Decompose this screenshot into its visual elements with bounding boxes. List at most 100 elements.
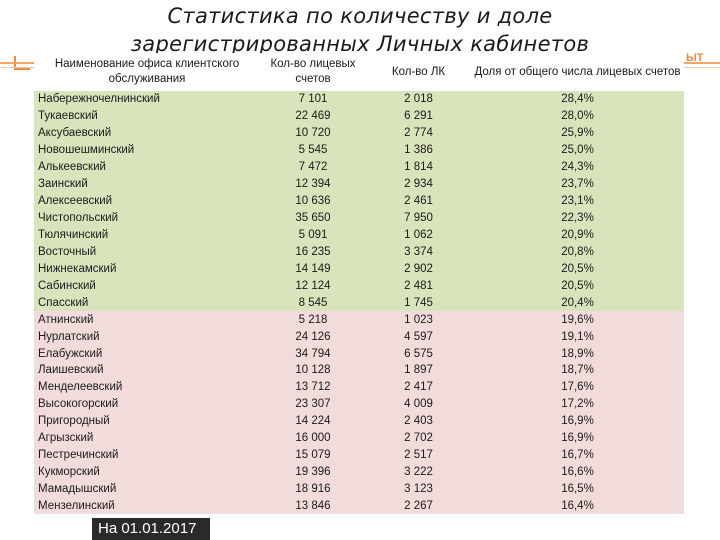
table-row: Заинский 12 394 2 934 23,7% bbox=[34, 175, 684, 193]
office-name-cell: Спасский bbox=[34, 294, 260, 312]
table-header-row: Наименование офиса клиентского обслужива… bbox=[34, 53, 684, 91]
office-name-cell: Нижнекамский bbox=[34, 260, 260, 278]
office-name-cell: Алексеевский bbox=[34, 192, 260, 210]
lk-count-cell: 2 517 bbox=[366, 446, 471, 464]
accounts-cell: 24 126 bbox=[260, 328, 366, 346]
lk-count-cell: 1 814 bbox=[366, 158, 471, 176]
share-cell: 16,5% bbox=[471, 480, 684, 498]
table-row: Кукморский 19 396 3 222 16,6% bbox=[34, 463, 684, 481]
share-cell: 28,4% bbox=[471, 91, 684, 108]
office-name-cell: Пригородный bbox=[34, 412, 260, 430]
accounts-cell: 10 636 bbox=[260, 192, 366, 210]
share-cell: 25,9% bbox=[471, 124, 684, 142]
lk-count-cell: 2 774 bbox=[366, 124, 471, 142]
lk-count-cell: 7 950 bbox=[366, 209, 471, 227]
share-cell: 23,1% bbox=[471, 192, 684, 210]
office-name-cell: Сабинский bbox=[34, 277, 260, 295]
accounts-cell: 8 545 bbox=[260, 294, 366, 312]
office-name-cell: Агрызский bbox=[34, 429, 260, 447]
accounts-cell: 13 712 bbox=[260, 378, 366, 396]
office-name-cell: Высокогорский bbox=[34, 395, 260, 413]
office-name-cell: Тюлячинский bbox=[34, 226, 260, 244]
lk-count-cell: 2 461 bbox=[366, 192, 471, 210]
table-row: Елабужский 34 794 6 575 18,9% bbox=[34, 345, 684, 362]
accounts-cell: 5 091 bbox=[260, 226, 366, 244]
share-cell: 18,9% bbox=[471, 345, 684, 362]
share-cell: 17,6% bbox=[471, 378, 684, 396]
accounts-cell: 14 224 bbox=[260, 412, 366, 430]
lk-count-cell: 3 222 bbox=[366, 463, 471, 481]
lk-count-cell: 3 374 bbox=[366, 243, 471, 261]
footer-date: На 01.01.2017 bbox=[98, 520, 197, 537]
share-cell: 18,7% bbox=[471, 362, 684, 379]
office-name-cell: Мамадышский bbox=[34, 480, 260, 498]
accounts-cell: 23 307 bbox=[260, 395, 366, 413]
column-header-share: Доля от общего числа лицевых счетов bbox=[471, 53, 684, 91]
table-row: Набережночелнинский 7 101 2 018 28,4% bbox=[34, 91, 684, 108]
accounts-cell: 10 128 bbox=[260, 362, 366, 379]
lk-count-cell: 6 291 bbox=[366, 107, 471, 125]
lk-count-cell: 6 575 bbox=[366, 345, 471, 362]
share-cell: 20,9% bbox=[471, 226, 684, 244]
share-cell: 17,2% bbox=[471, 395, 684, 413]
lk-count-cell: 4 597 bbox=[366, 328, 471, 346]
table-row: Чистопольский 35 650 7 950 22,3% bbox=[34, 209, 684, 227]
office-name-cell: Мензелинский bbox=[34, 497, 260, 515]
office-name-cell: Аксубаевский bbox=[34, 124, 260, 142]
office-name-cell: Кукморский bbox=[34, 463, 260, 481]
table-row: Агрызский 16 000 2 702 16,9% bbox=[34, 429, 684, 447]
share-cell: 20,8% bbox=[471, 243, 684, 261]
share-cell: 16,7% bbox=[471, 446, 684, 464]
table-row: Мамадышский 18 916 3 123 16,5% bbox=[34, 480, 684, 498]
table-row: Высокогорский 23 307 4 009 17,2% bbox=[34, 395, 684, 413]
accounts-cell: 22 469 bbox=[260, 107, 366, 125]
table-row: Нурлатский 24 126 4 597 19,1% bbox=[34, 328, 684, 346]
lk-count-cell: 2 403 bbox=[366, 412, 471, 430]
accounts-cell: 19 396 bbox=[260, 463, 366, 481]
lk-count-cell: 1 897 bbox=[366, 362, 471, 379]
office-name-cell: Елабужский bbox=[34, 345, 260, 362]
lk-count-cell: 4 009 bbox=[366, 395, 471, 413]
lk-count-cell: 1 023 bbox=[366, 311, 471, 329]
lk-count-cell: 1 386 bbox=[366, 141, 471, 159]
table-row: Новошешминский 5 545 1 386 25,0% bbox=[34, 141, 684, 159]
table-body: Набережночелнинский 7 101 2 018 28,4% Тукаев… bbox=[34, 91, 684, 515]
lk-count-cell: 2 267 bbox=[366, 497, 471, 515]
office-name-cell: Набережночелнинский bbox=[34, 91, 260, 108]
table-row: Пригородный 14 224 2 403 16,9% bbox=[34, 412, 684, 430]
share-cell: 23,7% bbox=[471, 175, 684, 193]
accounts-cell: 12 124 bbox=[260, 277, 366, 295]
accounts-cell: 18 916 bbox=[260, 480, 366, 498]
lk-count-cell: 2 702 bbox=[366, 429, 471, 447]
share-cell: 19,6% bbox=[471, 311, 684, 329]
office-name-cell: Чистопольский bbox=[34, 209, 260, 227]
share-cell: 16,4% bbox=[471, 497, 684, 515]
share-cell: 16,9% bbox=[471, 412, 684, 430]
share-cell: 20,5% bbox=[471, 277, 684, 295]
accounts-cell: 15 079 bbox=[260, 446, 366, 464]
accounts-cell: 16 000 bbox=[260, 429, 366, 447]
brand-fragment: ЫТ bbox=[686, 52, 704, 64]
office-name-cell: Пестречинский bbox=[34, 446, 260, 464]
accounts-cell: 7 101 bbox=[260, 91, 366, 108]
lk-count-cell: 1 062 bbox=[366, 226, 471, 244]
table-row: Атнинский 5 218 1 023 19,6% bbox=[34, 311, 684, 329]
office-name-cell: Заинский bbox=[34, 175, 260, 193]
share-cell: 16,9% bbox=[471, 429, 684, 447]
footer-date-box bbox=[92, 518, 210, 540]
share-cell: 19,1% bbox=[471, 328, 684, 346]
office-name-cell: Новошешминский bbox=[34, 141, 260, 159]
page-title: Статистика по количеству и доле зарегист… bbox=[130, 4, 590, 56]
accounts-cell: 5 545 bbox=[260, 141, 366, 159]
share-cell: 20,4% bbox=[471, 294, 684, 312]
table-row: Лаишевский 10 128 1 897 18,7% bbox=[34, 362, 684, 379]
office-name-cell: Лаишевский bbox=[34, 362, 260, 379]
column-header-lk: Кол-во ЛК bbox=[366, 53, 471, 91]
lk-count-cell: 2 018 bbox=[366, 91, 471, 108]
table-row: Нижнекамский 14 149 2 902 20,5% bbox=[34, 260, 684, 278]
table-row: Менделеевский 13 712 2 417 17,6% bbox=[34, 378, 684, 396]
office-name-cell: Атнинский bbox=[34, 311, 260, 329]
table-row: Алексеевский 10 636 2 461 23,1% bbox=[34, 192, 684, 210]
office-name-cell: Нурлатский bbox=[34, 328, 260, 346]
accounts-cell: 34 794 bbox=[260, 345, 366, 362]
